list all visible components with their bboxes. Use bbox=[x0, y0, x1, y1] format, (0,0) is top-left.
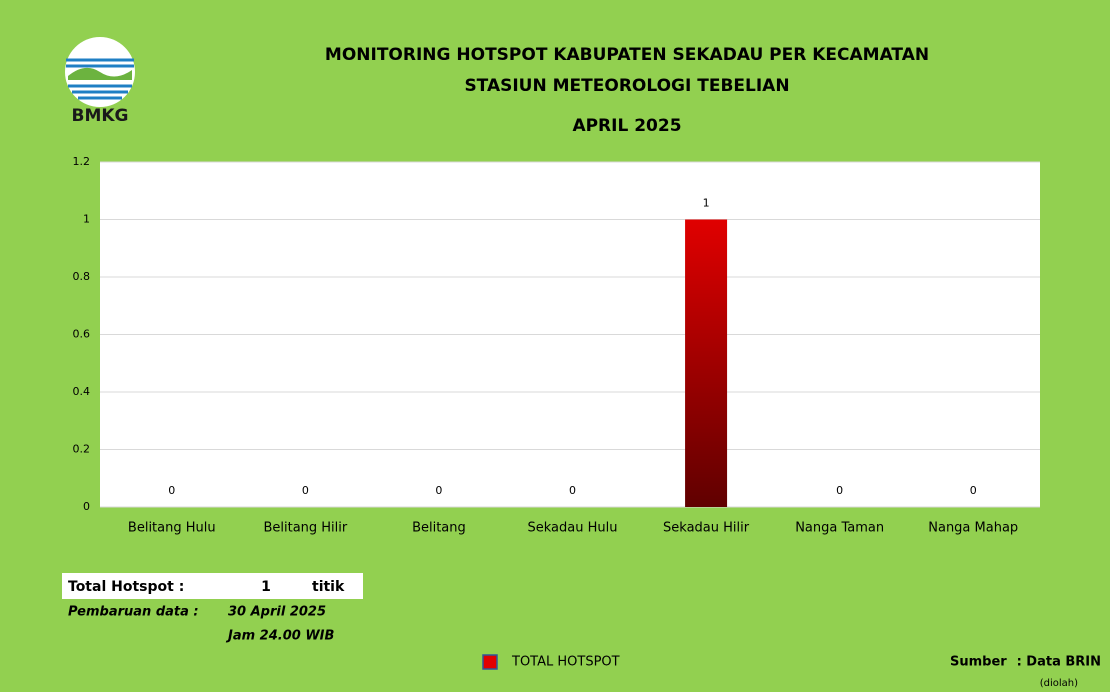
bar bbox=[685, 219, 728, 507]
x-tick-label: Sekadau Hilir bbox=[663, 521, 750, 536]
y-tick-label: 0.4 bbox=[73, 385, 91, 398]
logo-text: BMKG bbox=[71, 106, 128, 126]
update-label: Pembaruan data : bbox=[68, 605, 199, 620]
source-note: (diolah) bbox=[1040, 678, 1078, 689]
total-unit: titik bbox=[312, 579, 345, 595]
legend-swatch bbox=[482, 654, 498, 670]
chart-subtitle: STASIUN METEOROLOGI TEBELIAN bbox=[464, 76, 789, 96]
data-label: 0 bbox=[970, 484, 977, 497]
data-label: 0 bbox=[168, 484, 175, 497]
update-time: Jam 24.00 WIB bbox=[225, 629, 335, 644]
chart-title: MONITORING HOTSPOT KABUPATEN SEKADAU PER… bbox=[325, 45, 929, 65]
y-tick-label: 1.2 bbox=[73, 155, 91, 168]
data-label: 0 bbox=[836, 484, 843, 497]
source-label: Sumber bbox=[950, 655, 1007, 670]
chart-period: APRIL 2025 bbox=[572, 116, 681, 136]
x-tick-label: Sekadau Hulu bbox=[528, 521, 618, 536]
data-label: 0 bbox=[302, 484, 309, 497]
total-box bbox=[62, 573, 363, 599]
data-label: 1 bbox=[703, 197, 710, 210]
y-tick-label: 0 bbox=[83, 500, 90, 513]
x-tick-label: Belitang bbox=[412, 521, 466, 536]
y-tick-label: 0.6 bbox=[73, 328, 91, 341]
y-tick-label: 1 bbox=[83, 213, 90, 226]
update-date: 30 April 2025 bbox=[228, 605, 326, 620]
data-label: 0 bbox=[569, 484, 576, 497]
data-label: 0 bbox=[435, 484, 442, 497]
x-tick-label: Belitang Hilir bbox=[263, 521, 347, 536]
x-tick-label: Belitang Hulu bbox=[128, 521, 216, 536]
x-tick-label: Nanga Taman bbox=[795, 521, 884, 536]
legend-label: TOTAL HOTSPOT bbox=[511, 655, 620, 670]
y-tick-label: 0.8 bbox=[73, 270, 91, 283]
total-value: 1 bbox=[261, 579, 271, 595]
source-value: : Data BRIN bbox=[1017, 655, 1101, 670]
y-tick-label: 0.2 bbox=[73, 443, 91, 456]
x-tick-label: Nanga Mahap bbox=[928, 521, 1018, 536]
total-label: Total Hotspot : bbox=[68, 579, 184, 595]
logo bbox=[65, 37, 135, 107]
